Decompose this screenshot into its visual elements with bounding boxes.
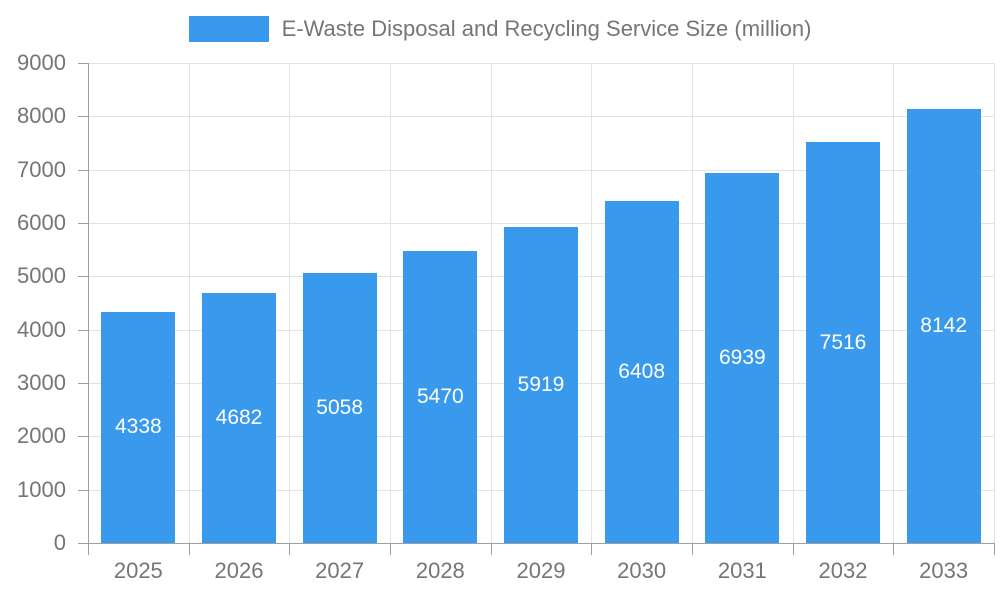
y-axis-tick: [78, 223, 88, 224]
bar-value-label: 6939: [718, 345, 766, 369]
x-axis-tick-label: 2031: [717, 558, 767, 583]
chart-legend: E-Waste Disposal and Recycling Service S…: [0, 16, 1000, 42]
x-axis-tick-label: 2030: [617, 558, 667, 583]
legend-swatch: [188, 16, 269, 42]
y-axis-tick: [78, 436, 88, 438]
y-axis-tick-label: 9000: [17, 50, 66, 75]
gridline-horizontal: [88, 63, 994, 64]
gridline-horizontal: [88, 116, 994, 118]
gridline-vertical: [390, 63, 391, 543]
y-axis-line: [88, 63, 89, 543]
x-axis-tick: [994, 543, 995, 555]
bar-value-label: 4682: [215, 406, 263, 430]
bar-2025: [101, 311, 176, 543]
x-axis-line: [88, 543, 994, 544]
y-axis-tick: [78, 169, 88, 171]
y-axis-tick-label: 0: [53, 530, 66, 555]
x-axis-tick-label: 2033: [919, 558, 969, 583]
y-axis-tick: [78, 116, 88, 118]
bar-2028: [403, 251, 478, 543]
legend-label: E-Waste Disposal and Recycling Service S…: [281, 16, 812, 41]
gridline-vertical: [692, 63, 693, 543]
x-axis-tick-label: 2029: [516, 558, 566, 583]
x-axis-tick-label: 2032: [818, 558, 868, 583]
y-axis-tick-label: 8000: [17, 103, 66, 129]
y-axis-tick-label: 5000: [17, 263, 66, 289]
x-axis-tick: [692, 543, 693, 555]
y-axis-tick: [78, 329, 88, 331]
y-axis-tick: [78, 276, 88, 278]
gridline-vertical: [792, 63, 794, 543]
y-axis-tick-label: 3000: [17, 370, 66, 395]
bar-2027: [302, 273, 377, 543]
bar-value-label: 5470: [416, 385, 464, 409]
bar-value-label: 8142: [920, 313, 968, 337]
y-axis-tick-label: 7000: [17, 156, 66, 182]
x-axis-tick: [289, 543, 291, 555]
y-axis-tick: [78, 489, 88, 491]
y-axis-tick-label: 2000: [17, 423, 66, 449]
bar-value-label: 7516: [819, 330, 867, 354]
x-axis-tick: [390, 543, 391, 555]
x-axis-tick: [88, 543, 89, 555]
bar-2029: [504, 227, 578, 543]
y-axis-tick: [78, 383, 88, 384]
gridline-vertical: [893, 63, 895, 543]
x-axis-tick: [792, 543, 794, 555]
bar-value-label: 6408: [618, 360, 666, 384]
bar-value-label: 4338: [114, 415, 162, 439]
y-axis-tick: [78, 63, 88, 64]
x-axis-tick-label: 2027: [315, 558, 365, 583]
bar-2030: [604, 201, 679, 543]
gridline-vertical: [591, 63, 593, 543]
y-axis-tick-label: 6000: [17, 210, 66, 235]
gridline-vertical: [490, 63, 492, 543]
y-axis-tick: [78, 543, 88, 544]
x-axis-tick: [591, 543, 593, 555]
x-axis-tick-label: 2025: [113, 558, 163, 583]
bar-2031: [705, 172, 780, 543]
x-axis-tick: [188, 543, 190, 555]
gridline-vertical: [188, 63, 190, 543]
gridline-horizontal: [88, 169, 994, 171]
bar-value-label: 5919: [517, 373, 565, 397]
y-axis-tick-label: 1000: [17, 476, 66, 502]
bar-value-label: 5058: [316, 396, 364, 420]
bar-2033: [906, 108, 981, 543]
gridline-vertical: [289, 63, 291, 543]
gridline-vertical: [994, 63, 995, 543]
x-axis-tick: [893, 543, 895, 555]
x-axis-tick: [490, 543, 492, 555]
gridline-horizontal: [88, 223, 994, 224]
bar-2026: [202, 293, 276, 543]
x-axis-tick-label: 2026: [214, 558, 264, 583]
x-axis-tick-label: 2028: [415, 558, 465, 583]
y-axis-tick-label: 4000: [17, 316, 66, 342]
bar-2032: [806, 142, 880, 543]
